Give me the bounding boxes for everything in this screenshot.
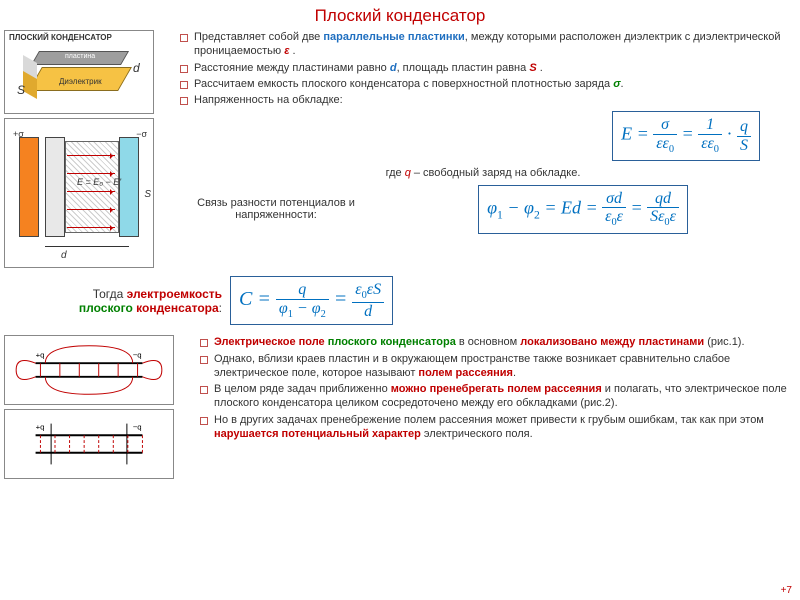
bullet-item: Представляет собой две параллельные плас… bbox=[176, 30, 790, 59]
bullet-item: Электрическое поле плоского конденсатора… bbox=[196, 335, 790, 349]
bullet-item: Рассчитаем емкость плоского конденсатора… bbox=[176, 77, 790, 91]
bullet-item: Напряженность на обкладке: bbox=[176, 93, 790, 107]
svg-text:−q: −q bbox=[133, 423, 142, 432]
svg-text:+q: +q bbox=[36, 351, 45, 360]
text-then-capacitance: Тогда электроемкость плоского конденсато… bbox=[0, 287, 230, 315]
formula-E: E = σεε0 = 1εε0 · qS bbox=[612, 111, 760, 160]
page-number: +7 bbox=[781, 585, 792, 596]
bullet-list-bottom: Электрическое поле плоского конденсатора… bbox=[196, 335, 790, 441]
text-relation: Связь разности потенциалов и напряженнос… bbox=[176, 197, 376, 221]
bullet-item: В целом ряде задач приближенно можно пре… bbox=[196, 382, 790, 411]
formula-phi: φ1 − φ2 = Ed = σdε0ε = qdSε0ε bbox=[478, 185, 688, 234]
bullet-item: Расстояние между пластинами равно d, пло… bbox=[176, 61, 790, 75]
bullet-item: Но в других задачах пренебрежение полем … bbox=[196, 413, 790, 442]
formula-C: C = qφ1 − φ2 = ε0εSd bbox=[230, 276, 393, 325]
page-title: Плоский конденсатор bbox=[0, 0, 800, 26]
bullet-list-top: Представляет собой две параллельные плас… bbox=[176, 30, 790, 107]
diagram-capacitor-field-3d: E = E₀ − E' d +σ −σ S bbox=[4, 118, 154, 268]
diagram-field-lines-ideal: +q −q bbox=[4, 409, 174, 479]
text-where-q: где q – свободный заряд на обкладке. bbox=[176, 167, 790, 179]
svg-text:+q: +q bbox=[36, 423, 45, 432]
diagram-field-lines-fringing: +q −q bbox=[4, 335, 174, 405]
bullet-item: Однако, вблизи краев пластин и в окружаю… bbox=[196, 352, 790, 381]
svg-text:−q: −q bbox=[133, 351, 142, 360]
diagram-capacitor-3d-labeled: ПЛОСКИЙ КОНДЕНСАТОР Металлическая пласти… bbox=[4, 30, 154, 114]
